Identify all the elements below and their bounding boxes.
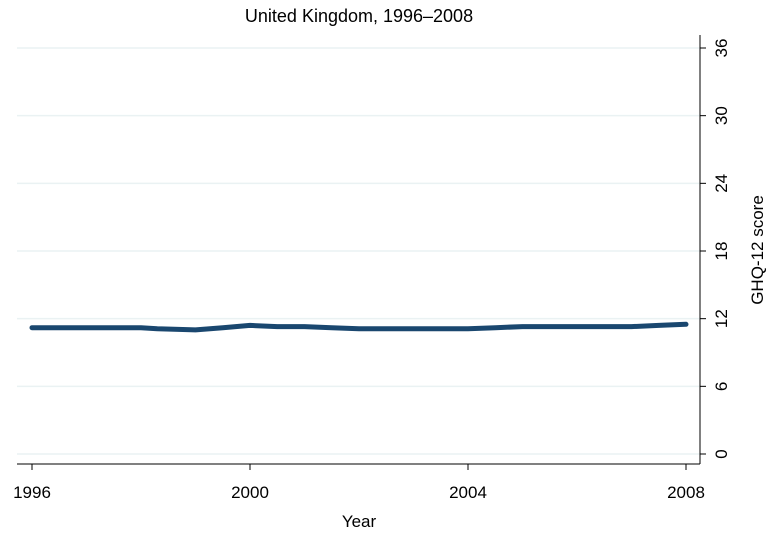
x-tick-label: 2004 — [449, 483, 487, 502]
y-axis-ticks: 0 6 12 18 24 30 36 — [700, 39, 731, 459]
x-tick-label: 2000 — [231, 483, 269, 502]
y-tick-label: 36 — [712, 39, 731, 58]
plot-area — [29, 321, 689, 333]
x-axis-ticks: 1996 2000 2004 2008 — [13, 464, 705, 502]
x-axis-title: Year — [342, 512, 377, 531]
y-tick-label: 6 — [712, 382, 731, 391]
y-tick-label: 24 — [712, 174, 731, 193]
y-tick-label: 0 — [712, 449, 731, 458]
y-tick-label: 18 — [712, 242, 731, 261]
series-line — [29, 321, 689, 333]
grid-lines — [17, 47, 700, 455]
y-axis-title: GHQ-12 score — [748, 195, 767, 305]
y-tick-label: 12 — [712, 309, 731, 328]
chart-title: United Kingdom, 1996–2008 — [245, 6, 473, 26]
y-tick-label: 30 — [712, 106, 731, 125]
x-tick-label: 1996 — [13, 483, 51, 502]
x-tick-label: 2008 — [667, 483, 705, 502]
